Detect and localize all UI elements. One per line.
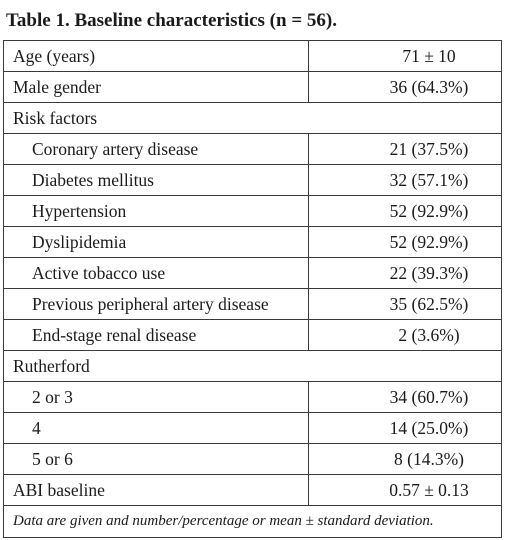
row-value-rutherford-2-or-3: 34 (60.7%) — [308, 381, 502, 413]
row-value-active-tobacco-use: 22 (39.3%) — [308, 257, 502, 289]
row-value-abi-baseline: 0.57 ± 0.13 — [308, 474, 502, 506]
row-value-dyslipidemia: 52 (92.9%) — [308, 226, 502, 258]
table-row: Coronary artery disease 21 (37.5%) — [3, 133, 502, 165]
table-row: Hypertension 52 (92.9%) — [3, 195, 502, 227]
table-row: Active tobacco use 22 (39.3%) — [3, 257, 502, 289]
table-row: Male gender 36 (64.3%) — [3, 71, 502, 103]
row-label-age: Age (years) — [3, 40, 309, 72]
row-value-diabetes-mellitus: 32 (57.1%) — [308, 164, 502, 196]
footnote-row: Data are given and number/percentage or … — [3, 505, 502, 538]
row-value-esrd: 2 (3.6%) — [308, 319, 502, 351]
row-label-hypertension: Hypertension — [3, 195, 309, 227]
row-label-active-tobacco-use: Active tobacco use — [3, 257, 309, 289]
section-label-rutherford: Rutherford — [3, 350, 502, 382]
section-label-risk-factors: Risk factors — [3, 102, 502, 134]
row-label-rutherford-4: 4 — [3, 412, 309, 444]
row-label-rutherford-5-or-6: 5 or 6 — [3, 443, 309, 475]
row-value-male-gender: 36 (64.3%) — [308, 71, 502, 103]
table-row: End-stage renal disease 2 (3.6%) — [3, 319, 502, 351]
table-row: 4 14 (25.0%) — [3, 412, 502, 444]
row-value-hypertension: 52 (92.9%) — [308, 195, 502, 227]
row-label-coronary-artery-disease: Coronary artery disease — [3, 133, 309, 165]
row-label-esrd: End-stage renal disease — [3, 319, 309, 351]
table-row: 2 or 3 34 (60.7%) — [3, 381, 502, 413]
row-value-coronary-artery-disease: 21 (37.5%) — [308, 133, 502, 165]
row-label-diabetes-mellitus: Diabetes mellitus — [3, 164, 309, 196]
table-row: Diabetes mellitus 32 (57.1%) — [3, 164, 502, 196]
row-label-male-gender: Male gender — [3, 71, 309, 103]
table-row: ABI baseline 0.57 ± 0.13 — [3, 474, 502, 506]
row-label-rutherford-2-or-3: 2 or 3 — [3, 381, 309, 413]
row-value-rutherford-4: 14 (25.0%) — [308, 412, 502, 444]
table-row: Age (years) 71 ± 10 — [3, 40, 502, 72]
table-caption: Table 1. Baseline characteristics (n = 5… — [6, 10, 337, 31]
table-footnote: Data are given and number/percentage or … — [3, 505, 502, 538]
table-row: 5 or 6 8 (14.3%) — [3, 443, 502, 475]
row-label-abi-baseline: ABI baseline — [3, 474, 309, 506]
row-label-previous-pad: Previous peripheral artery disease — [3, 288, 309, 320]
section-header-row: Rutherford — [3, 350, 502, 382]
row-value-age: 71 ± 10 — [308, 40, 502, 72]
table-row: Previous peripheral artery disease 35 (6… — [3, 288, 502, 320]
baseline-characteristics-table: Age (years) 71 ± 10 Male gender 36 (64.3… — [3, 40, 502, 538]
table-row: Dyslipidemia 52 (92.9%) — [3, 226, 502, 258]
row-value-previous-pad: 35 (62.5%) — [308, 288, 502, 320]
section-header-row: Risk factors — [3, 102, 502, 134]
row-value-rutherford-5-or-6: 8 (14.3%) — [308, 443, 502, 475]
row-label-dyslipidemia: Dyslipidemia — [3, 226, 309, 258]
